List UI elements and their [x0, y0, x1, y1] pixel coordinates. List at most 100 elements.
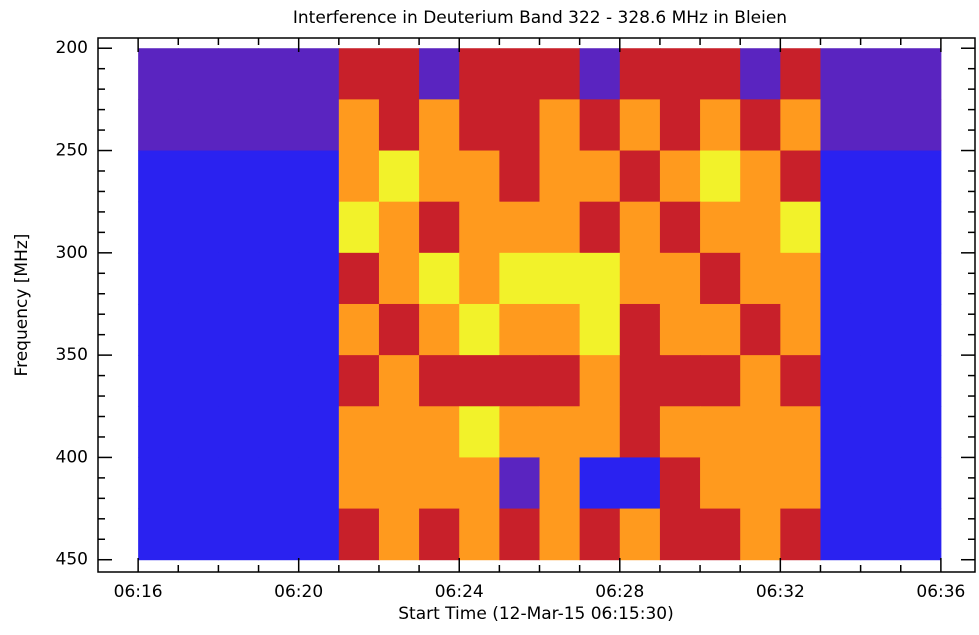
heatmap-cell — [378, 48, 420, 100]
heatmap-cell — [740, 406, 781, 458]
y-tick-label: 200 — [56, 38, 88, 58]
heatmap-cell — [258, 406, 300, 458]
heatmap-cell — [740, 150, 781, 203]
heatmap-cell — [419, 406, 460, 458]
heatmap-cell — [740, 48, 781, 100]
heatmap-cell — [218, 99, 260, 152]
heatmap-cell — [499, 150, 541, 203]
heatmap-cell — [820, 508, 862, 561]
heatmap-cell — [780, 252, 821, 305]
heatmap-cell — [740, 303, 781, 356]
heatmap-cell — [860, 252, 902, 305]
heatmap-cell — [218, 303, 260, 356]
heatmap-cell — [499, 201, 541, 254]
heatmap-cell — [900, 150, 942, 203]
heatmap-cell — [659, 201, 701, 254]
heatmap-cell — [740, 355, 781, 407]
heatmap-cell — [499, 406, 541, 458]
heatmap-cell — [419, 355, 460, 407]
heatmap-cell — [378, 99, 420, 152]
heatmap-cell — [700, 48, 741, 100]
heatmap-cell — [539, 252, 581, 305]
heatmap-cell — [539, 355, 581, 407]
heatmap-cell — [539, 303, 581, 356]
heatmap-cell — [378, 355, 420, 407]
heatmap-cell — [298, 303, 340, 356]
heatmap-cell — [378, 406, 420, 458]
x-tick-label: 06:20 — [274, 582, 323, 602]
heatmap-cell — [419, 201, 460, 254]
heatmap-cell — [900, 252, 942, 305]
heatmap-cell — [218, 508, 260, 561]
heatmap-cell — [579, 457, 621, 510]
heatmap-cell — [338, 48, 380, 100]
heatmap-cell — [780, 303, 821, 356]
heatmap-cell — [459, 355, 500, 407]
heatmap-cell — [780, 508, 821, 561]
heatmap-cell — [860, 355, 902, 407]
heatmap-cell — [900, 457, 942, 510]
x-tick-label: 06:32 — [756, 582, 805, 602]
heatmap-cell — [860, 48, 902, 100]
heatmap-cell — [419, 150, 460, 203]
heatmap-cell — [740, 508, 781, 561]
heatmap-cell — [619, 150, 661, 203]
heatmap-cell — [499, 99, 541, 152]
heatmap-cell — [619, 406, 661, 458]
y-tick-label: 300 — [56, 243, 88, 263]
heatmap-cell — [138, 99, 179, 152]
heatmap-cell — [619, 508, 661, 561]
heatmap-cell — [338, 406, 380, 458]
y-tick-label: 400 — [56, 447, 88, 467]
heatmap-cell — [218, 457, 260, 510]
heatmap-cell — [138, 303, 179, 356]
heatmap-cell — [459, 508, 500, 561]
heatmap-cell — [459, 457, 500, 510]
heatmap-cell — [820, 48, 862, 100]
heatmap-cell — [378, 201, 420, 254]
heatmap-cell — [419, 99, 460, 152]
heatmap-cell — [539, 508, 581, 561]
heatmap-cell — [700, 457, 741, 510]
heatmap-cell — [258, 99, 300, 152]
y-tick-label: 250 — [56, 141, 88, 161]
heatmap-cell — [700, 252, 741, 305]
heatmap-cell — [820, 457, 862, 510]
heatmap-cell — [138, 508, 179, 561]
heatmap-cell — [459, 48, 500, 100]
heatmap-cell — [258, 303, 300, 356]
heatmap-cell — [258, 252, 300, 305]
heatmap-cell — [499, 457, 541, 510]
heatmap-cell — [820, 406, 862, 458]
heatmap-cell — [298, 201, 340, 254]
x-tick-label: 06:28 — [595, 582, 644, 602]
plot-frame — [97, 37, 976, 573]
heatmap-cell — [298, 457, 340, 510]
heatmap-cell — [218, 252, 260, 305]
heatmap-cell — [619, 303, 661, 356]
heatmap-cell — [700, 201, 741, 254]
heatmap-cell — [178, 252, 219, 305]
heatmap-cell — [459, 303, 500, 356]
heatmap-cell — [138, 150, 179, 203]
heatmap-cell — [138, 201, 179, 254]
heatmap-cell — [820, 150, 862, 203]
heatmap-cell — [900, 406, 942, 458]
heatmap-cell — [178, 99, 219, 152]
heatmap-cell — [619, 99, 661, 152]
chart-title: Interference in Deuterium Band 322 - 328… — [293, 8, 787, 28]
heatmap-cell — [619, 48, 661, 100]
heatmap — [138, 48, 942, 561]
heatmap-cell — [178, 201, 219, 254]
heatmap-cell — [459, 201, 500, 254]
heatmap-cell — [419, 252, 460, 305]
heatmap-cell — [218, 201, 260, 254]
heatmap-cell — [178, 48, 219, 100]
heatmap-cell — [178, 303, 219, 356]
heatmap-cell — [258, 355, 300, 407]
heatmap-cell — [338, 99, 380, 152]
heatmap-cell — [659, 355, 701, 407]
heatmap-cell — [700, 508, 741, 561]
heatmap-cell — [499, 508, 541, 561]
